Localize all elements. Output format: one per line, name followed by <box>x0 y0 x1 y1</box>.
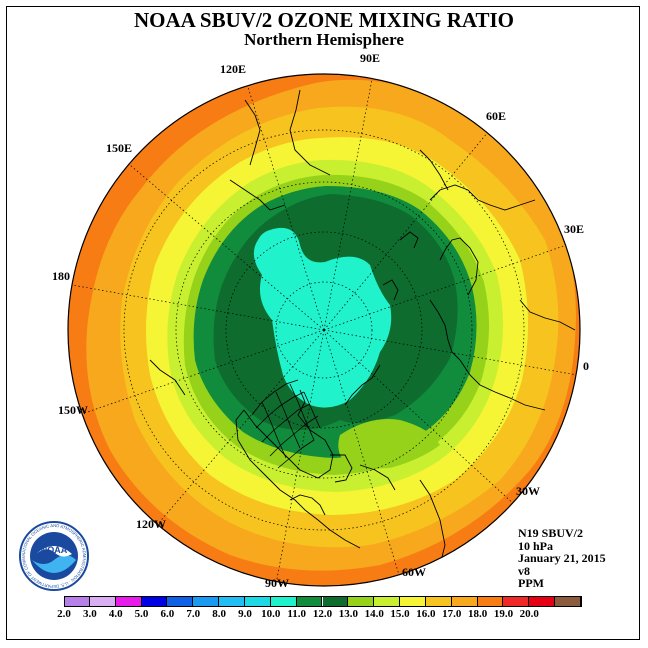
legend-swatch <box>141 596 168 606</box>
lon-label-120e: 120E <box>220 62 246 76</box>
legend-tick-label: 15.0 <box>390 608 410 620</box>
legend-swatch <box>167 596 194 606</box>
lon-label-90e: 90E <box>360 51 380 65</box>
legend-swatch <box>115 596 142 606</box>
coastlines <box>149 89 576 566</box>
legend-swatch <box>503 596 530 606</box>
legend-swatch <box>244 596 271 606</box>
dataset-info: N19 SBUV/2 10 hPa January 21, 2015 v8 PP… <box>518 527 606 590</box>
legend-swatch <box>64 596 90 606</box>
map-boundary <box>67 73 581 587</box>
map-title: NOAA SBUV/2 OZONE MIXING RATIO <box>134 8 514 32</box>
legend-tick-label: 13.0 <box>338 608 358 620</box>
lon-label-150w: 150W <box>58 403 88 417</box>
legend-swatch <box>219 596 245 606</box>
lon-label-30e: 30E <box>564 222 584 236</box>
legend-tick-label: 18.0 <box>467 608 488 620</box>
info-version: v8 <box>518 563 530 578</box>
legend-tick-label: 14.0 <box>364 608 384 620</box>
map-subtitle: Northern Hemisphere <box>244 30 404 49</box>
lon-label-60e: 60E <box>486 109 506 123</box>
legend-tick-label: 4.0 <box>108 608 123 620</box>
legend-swatch <box>348 596 375 606</box>
lon-label-180: 180 <box>52 269 70 283</box>
ozone-contour-fill <box>68 74 580 586</box>
legend-tick-label: 2.0 <box>57 608 71 620</box>
lon-label-30w: 30W <box>516 484 540 498</box>
noaa-logo: NOAA NATIONAL OCEANIC AND ATMOSPHERIC AD… <box>18 520 89 591</box>
legend-tick-label: 20.0 <box>519 608 539 620</box>
lon-label-150e: 150E <box>106 141 132 155</box>
legend-tick-label: 16.0 <box>416 608 436 620</box>
legend-tick-label: 7.0 <box>186 608 201 620</box>
legend-tick-label: 17.0 <box>442 608 462 620</box>
legend-swatch <box>322 596 349 606</box>
lon-label-0: 0 <box>583 359 589 373</box>
legend-swatch <box>555 596 581 606</box>
legend-tick-label: 6.0 <box>160 608 175 620</box>
logo-text: NOAA <box>41 545 68 555</box>
legend-swatch <box>89 596 116 606</box>
info-units: PPM <box>518 576 544 590</box>
legend-swatch <box>270 596 297 606</box>
figure-border <box>6 6 640 640</box>
legend-swatch <box>400 596 426 606</box>
legend-swatch <box>193 596 220 606</box>
legend-swatch <box>529 596 556 606</box>
graticule <box>71 74 578 585</box>
legend-tick-label: 11.0 <box>287 608 306 620</box>
info-date: January 21, 2015 <box>518 551 606 565</box>
legend-swatch <box>296 596 323 606</box>
lon-label-60w: 60W <box>402 565 426 579</box>
legend-swatch <box>451 596 478 606</box>
legend-swatch <box>477 596 504 606</box>
legend-tick-label: 8.0 <box>212 608 226 620</box>
longitude-labels: 90E 60E 30E 0 30W 60W 90W 120W 150W 180 … <box>52 51 589 590</box>
lon-label-120w: 120W <box>136 517 166 531</box>
legend-tick-label: 12.0 <box>312 608 333 620</box>
info-instrument: N19 SBUV/2 <box>518 526 584 540</box>
lon-label-90w: 90W <box>265 576 289 590</box>
info-level: 10 hPa <box>518 538 554 553</box>
legend-tick-label: 10.0 <box>261 608 281 620</box>
legend-swatch <box>425 596 452 606</box>
legend-tick-label: 5.0 <box>134 608 149 620</box>
legend-tick-label: 3.0 <box>82 608 97 620</box>
legend-tick-label: 19.0 <box>493 608 514 620</box>
color-legend-bar <box>64 596 581 606</box>
legend-swatch <box>374 596 401 606</box>
legend-tick-label: 9.0 <box>238 608 252 620</box>
